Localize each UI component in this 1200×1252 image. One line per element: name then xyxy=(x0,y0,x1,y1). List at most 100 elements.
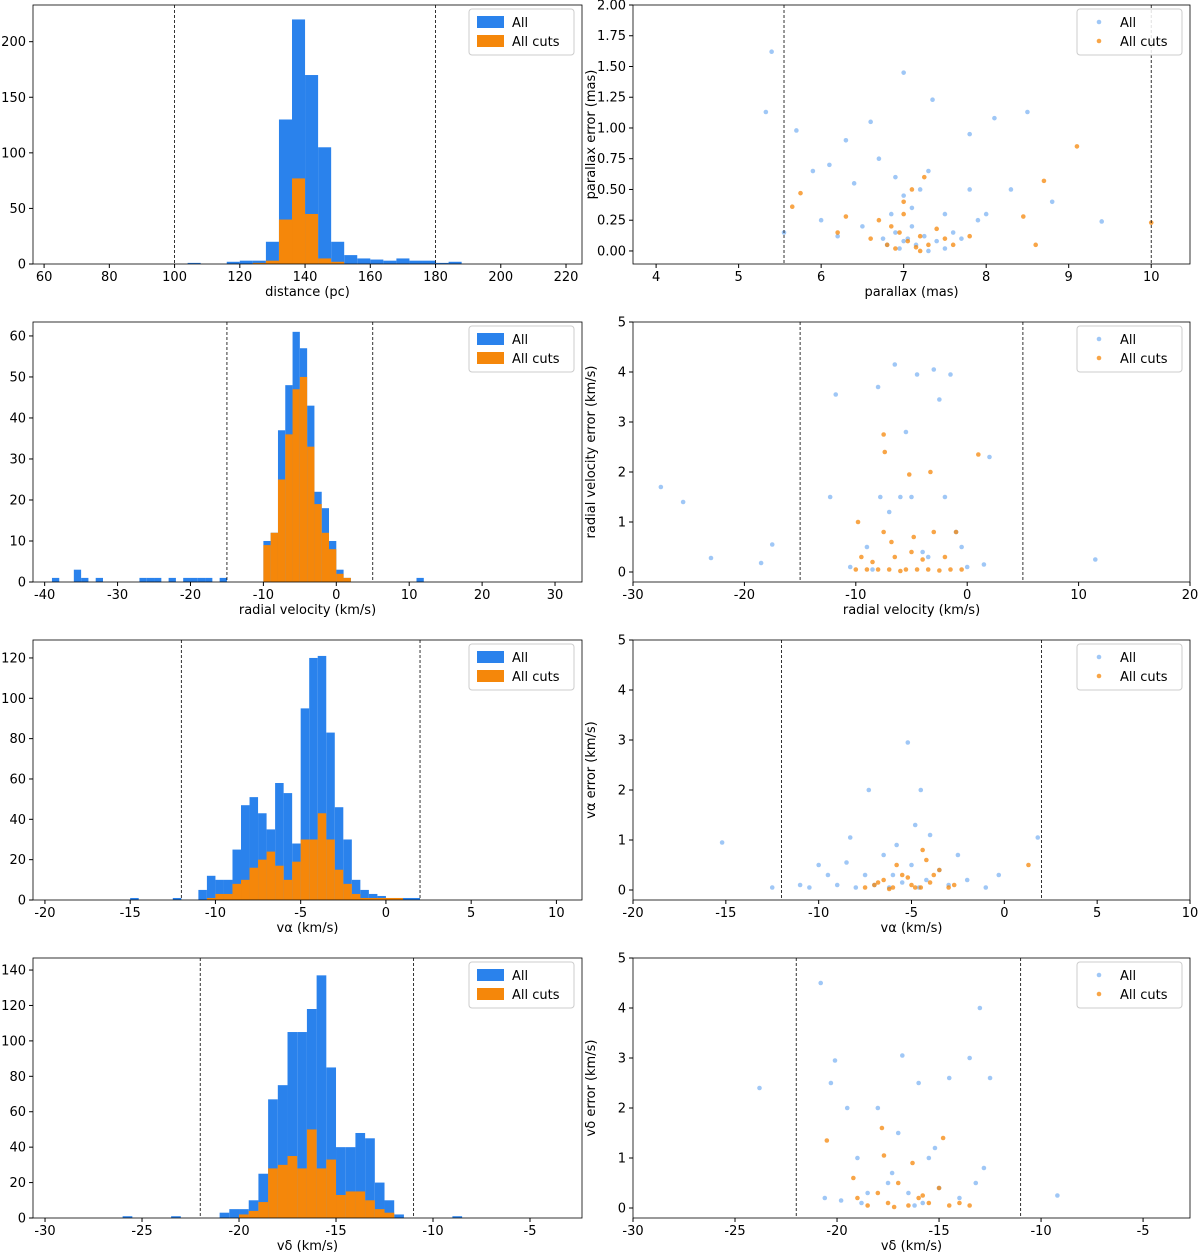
y-tick-label: 4 xyxy=(618,366,626,381)
bar xyxy=(187,262,201,264)
bar xyxy=(168,577,176,582)
bar xyxy=(374,1182,385,1218)
bar xyxy=(229,1209,240,1218)
point xyxy=(959,236,964,241)
point xyxy=(976,452,981,457)
panel: -20 -15 -10 -5 0 5 10 0 1 2 3 4 5 vα (km/s) vα error (… xyxy=(584,634,1198,937)
point xyxy=(899,880,905,885)
axes-frame xyxy=(632,321,1191,583)
bar xyxy=(370,259,384,264)
bar xyxy=(241,805,250,900)
x-axis-label: radial velocity (km/s) xyxy=(239,603,376,618)
axes-frame xyxy=(632,4,1191,265)
x-tick-label: -10 xyxy=(845,588,866,603)
plot-area xyxy=(130,640,421,900)
y-tick-label: 5 xyxy=(618,634,626,649)
plot-area xyxy=(719,640,1042,900)
bar xyxy=(122,1216,133,1218)
bar xyxy=(416,577,424,582)
point xyxy=(818,217,824,223)
point xyxy=(937,568,942,573)
x-tick-label: 0 xyxy=(332,588,340,603)
legend-box xyxy=(1076,643,1183,691)
x-tick-label: -25 xyxy=(724,1224,745,1239)
y-tick-label: 5 xyxy=(618,316,626,331)
point xyxy=(866,787,872,793)
point xyxy=(890,885,896,890)
bar xyxy=(334,807,344,900)
point xyxy=(936,1185,942,1191)
x-tick-label: 5 xyxy=(467,906,475,921)
legend-label: All cuts xyxy=(1120,988,1168,1003)
point xyxy=(843,137,849,143)
bar xyxy=(215,893,224,900)
point xyxy=(827,494,833,500)
bar xyxy=(345,1147,356,1218)
legend-label: All xyxy=(1120,333,1136,348)
point xyxy=(898,568,903,574)
legend-swatch xyxy=(1096,355,1102,361)
bar xyxy=(360,889,369,900)
point xyxy=(917,248,923,254)
point xyxy=(967,1055,972,1061)
point xyxy=(928,469,933,475)
x-tick-label: 10 xyxy=(548,906,565,921)
y-tick-label: 0 xyxy=(18,1212,26,1227)
bar xyxy=(344,255,358,264)
point xyxy=(876,217,882,223)
point xyxy=(844,860,849,865)
point xyxy=(906,472,912,477)
legend-swatch xyxy=(1096,654,1102,660)
bar xyxy=(317,655,327,900)
point xyxy=(967,131,972,137)
bar xyxy=(287,1032,298,1218)
bar xyxy=(306,1129,317,1218)
legend-label: All xyxy=(512,969,528,984)
x-axis-label: radial velocity (km/s) xyxy=(843,603,980,618)
point xyxy=(894,842,899,848)
legend-label: All cuts xyxy=(512,988,560,1003)
x-tick-label: 6 xyxy=(817,270,825,285)
y-tick-label: 0.00 xyxy=(597,244,626,259)
x-tick-label: -5 xyxy=(294,906,307,921)
x-axis-label: vδ (km/s) xyxy=(277,1239,338,1252)
x-tick-label: -20 xyxy=(228,1224,249,1239)
point xyxy=(881,529,886,535)
point xyxy=(987,454,992,460)
y-tick-label: 150 xyxy=(1,91,26,106)
y-tick-label: 200 xyxy=(1,35,26,50)
y-tick-label: 2 xyxy=(618,1102,626,1117)
point xyxy=(769,49,774,55)
point xyxy=(931,872,937,878)
point xyxy=(932,1145,938,1151)
bar xyxy=(351,893,361,900)
point xyxy=(900,1053,905,1058)
point xyxy=(832,1058,838,1063)
point xyxy=(898,494,903,500)
y-tick-label: 1.25 xyxy=(597,91,626,106)
point xyxy=(946,1203,952,1208)
point xyxy=(818,980,824,986)
point xyxy=(868,119,873,125)
point xyxy=(1093,557,1098,562)
bar xyxy=(277,1164,288,1218)
x-tick-label: 160 xyxy=(358,270,383,285)
legend-label: All xyxy=(512,16,528,31)
point xyxy=(825,872,831,878)
point xyxy=(892,362,898,367)
point xyxy=(835,233,840,239)
bar xyxy=(283,793,293,900)
point xyxy=(1025,109,1030,115)
legend-swatch xyxy=(477,35,504,47)
x-axis-label: vα (km/s) xyxy=(277,921,339,936)
x-axis-label: parallax (mas) xyxy=(864,285,958,300)
x-tick-label: -25 xyxy=(131,1224,152,1239)
bar xyxy=(343,577,351,582)
point xyxy=(798,190,803,196)
point xyxy=(909,882,914,888)
y-tick-label: 4 xyxy=(618,684,626,699)
point xyxy=(833,392,839,397)
bar xyxy=(258,813,267,900)
point xyxy=(875,880,881,885)
